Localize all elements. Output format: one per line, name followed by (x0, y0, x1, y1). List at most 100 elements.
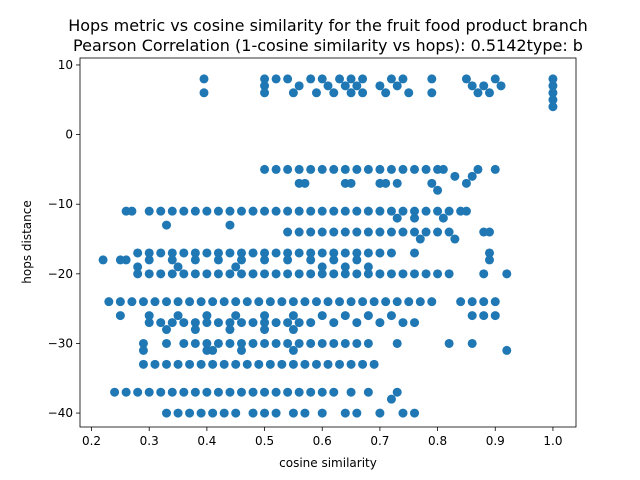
data-point (208, 359, 218, 369)
data-point (467, 81, 477, 91)
data-point (467, 297, 477, 307)
data-point (271, 338, 281, 348)
y-tick-label: 0 (65, 128, 73, 142)
data-point (427, 297, 437, 307)
data-point (502, 345, 512, 355)
data-point (352, 81, 362, 91)
data-point (104, 297, 114, 307)
data-point (190, 387, 200, 397)
data-point (346, 74, 356, 84)
data-point (340, 338, 350, 348)
data-point (352, 318, 362, 328)
data-point (317, 387, 327, 397)
data-point (219, 359, 229, 369)
data-point (300, 359, 310, 369)
data-point (311, 359, 321, 369)
data-point (392, 81, 402, 91)
data-point (236, 318, 246, 328)
data-point (185, 359, 195, 369)
data-point (156, 318, 166, 328)
chart-title: Hops metric vs cosine similarity for the… (68, 16, 588, 35)
data-point (433, 227, 443, 237)
data-point (363, 269, 373, 279)
data-point (456, 297, 466, 307)
data-point (294, 248, 304, 258)
data-point (548, 102, 558, 112)
data-point (363, 227, 373, 237)
y-tick-label: −30 (48, 336, 73, 350)
data-point (340, 81, 350, 91)
data-point (225, 318, 235, 328)
data-point (461, 178, 471, 188)
data-point (375, 269, 385, 279)
data-point (271, 318, 281, 328)
data-point (208, 345, 218, 355)
data-point (317, 269, 327, 279)
data-point (260, 269, 270, 279)
data-point (317, 262, 327, 272)
data-point (179, 248, 189, 258)
data-point (294, 387, 304, 397)
data-point (467, 171, 477, 181)
data-point (484, 255, 494, 265)
data-point (260, 338, 270, 348)
data-point (329, 338, 339, 348)
data-point (288, 311, 298, 321)
data-point (283, 206, 293, 216)
data-point (300, 297, 310, 307)
data-point (548, 95, 558, 105)
data-point (277, 297, 287, 307)
data-point (190, 269, 200, 279)
data-point (144, 269, 154, 279)
data-point (398, 164, 408, 174)
data-point (236, 269, 246, 279)
data-point (225, 220, 235, 230)
data-point (283, 227, 293, 237)
data-point (162, 325, 172, 335)
data-point (306, 387, 316, 397)
data-point (329, 387, 339, 397)
data-point (323, 81, 333, 91)
data-point (490, 74, 500, 84)
data-point (190, 318, 200, 328)
data-point (173, 262, 183, 272)
x-tick-label: 0.8 (428, 434, 447, 448)
data-point (115, 311, 125, 321)
data-point (502, 269, 512, 279)
data-point (484, 248, 494, 258)
data-point (352, 206, 362, 216)
data-point (236, 338, 246, 348)
data-point (473, 88, 483, 98)
data-point (202, 269, 212, 279)
data-point (306, 227, 316, 237)
data-point (317, 408, 327, 418)
data-point (185, 297, 195, 307)
data-point (190, 206, 200, 216)
data-point (363, 262, 373, 272)
data-point (335, 359, 345, 369)
data-point (98, 255, 108, 265)
data-point (444, 206, 454, 216)
data-point (248, 338, 258, 348)
data-point (162, 408, 172, 418)
data-point (213, 206, 223, 216)
data-point (311, 297, 321, 307)
data-point (375, 408, 385, 418)
data-point (438, 213, 448, 223)
data-point (202, 318, 212, 328)
data-point (317, 248, 327, 258)
data-point (179, 338, 189, 348)
data-point (208, 297, 218, 307)
data-point (260, 311, 270, 321)
data-point (248, 206, 258, 216)
data-point (392, 213, 402, 223)
data-point (352, 338, 362, 348)
data-point (133, 387, 143, 397)
data-point (375, 227, 385, 237)
data-point (202, 338, 212, 348)
data-point (410, 213, 420, 223)
data-point (410, 164, 420, 174)
data-point (236, 248, 246, 258)
data-point (236, 345, 246, 355)
